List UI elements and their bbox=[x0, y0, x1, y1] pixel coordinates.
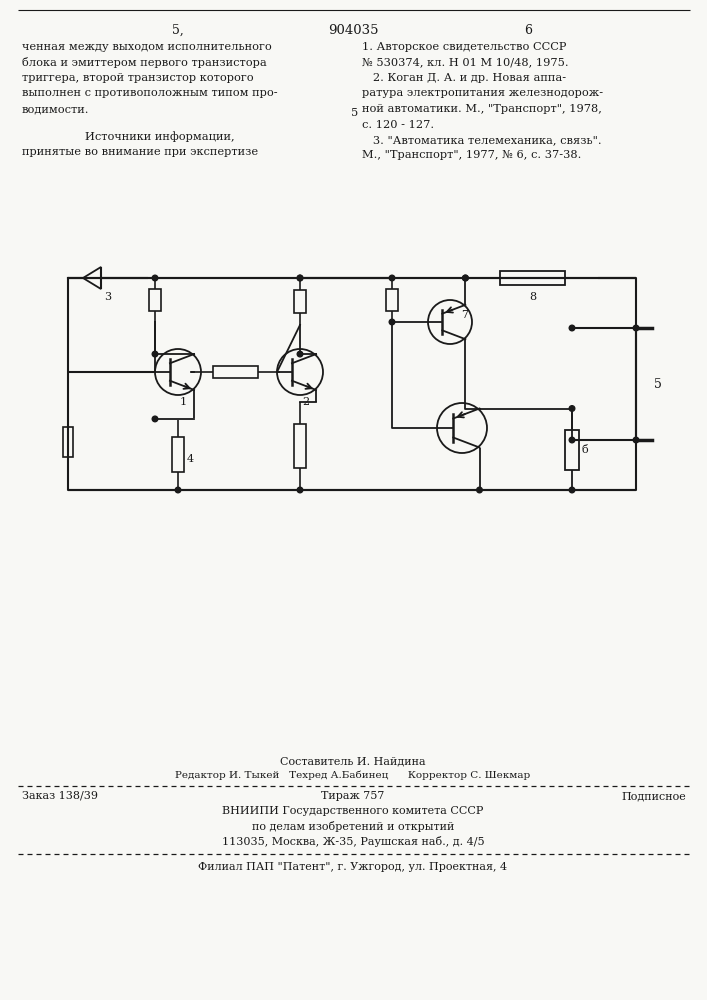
Text: Составитель И. Найдина: Составитель И. Найдина bbox=[280, 756, 426, 766]
Text: по делам изобретений и открытий: по делам изобретений и открытий bbox=[252, 821, 454, 832]
Text: ченная между выходом исполнительного: ченная между выходом исполнительного bbox=[22, 42, 271, 52]
Text: с. 120 - 127.: с. 120 - 127. bbox=[362, 119, 434, 129]
Text: 5: 5 bbox=[654, 377, 662, 390]
Text: 2: 2 bbox=[302, 397, 309, 407]
Bar bbox=[294, 290, 306, 313]
Circle shape bbox=[462, 275, 468, 281]
Text: Источники информации,: Источники информации, bbox=[85, 131, 235, 142]
Circle shape bbox=[633, 437, 639, 443]
Text: Редактор И. Тыкей   Техред А.Бабинец      Корректор С. Шекмар: Редактор И. Тыкей Техред А.Бабинец Корре… bbox=[175, 770, 531, 780]
Circle shape bbox=[297, 275, 303, 281]
Text: ратура электропитания железнодорож-: ратура электропитания железнодорож- bbox=[362, 89, 603, 99]
Text: выполнен с противоположным типом про-: выполнен с противоположным типом про- bbox=[22, 89, 278, 99]
Circle shape bbox=[152, 416, 158, 422]
Circle shape bbox=[297, 487, 303, 493]
Bar bbox=[214, 366, 258, 378]
Text: 904035: 904035 bbox=[328, 24, 378, 37]
Circle shape bbox=[152, 351, 158, 357]
Text: 3. "Автоматика телемеханика, связь".: 3. "Автоматика телемеханика, связь". bbox=[362, 135, 602, 145]
Circle shape bbox=[569, 437, 575, 443]
Text: 5: 5 bbox=[351, 108, 358, 118]
Circle shape bbox=[569, 325, 575, 331]
Bar bbox=[63, 427, 73, 457]
Bar bbox=[565, 430, 579, 470]
Circle shape bbox=[569, 406, 575, 411]
Bar bbox=[172, 437, 184, 472]
Text: 8: 8 bbox=[529, 292, 537, 302]
Text: 1: 1 bbox=[180, 397, 187, 407]
Text: Подписное: Подписное bbox=[621, 791, 686, 801]
Text: М., "Транспорт", 1977, № 6, с. 37-38.: М., "Транспорт", 1977, № 6, с. 37-38. bbox=[362, 150, 581, 160]
Text: 1. Авторское свидетельство СССР: 1. Авторское свидетельство СССР bbox=[362, 42, 566, 52]
Circle shape bbox=[633, 325, 639, 331]
Circle shape bbox=[297, 351, 303, 357]
Text: Заказ 138/39: Заказ 138/39 bbox=[22, 791, 98, 801]
Text: 4: 4 bbox=[187, 454, 194, 464]
Circle shape bbox=[152, 275, 158, 281]
Text: Тираж 757: Тираж 757 bbox=[321, 791, 385, 801]
Circle shape bbox=[175, 487, 181, 493]
Text: ВНИИПИ Государственного комитета СССР: ВНИИПИ Государственного комитета СССР bbox=[222, 806, 484, 816]
Circle shape bbox=[297, 275, 303, 281]
Text: № 530374, кл. Н 01 М 10/48, 1975.: № 530374, кл. Н 01 М 10/48, 1975. bbox=[362, 57, 568, 68]
Text: блока и эмиттером первого транзистора: блока и эмиттером первого транзистора bbox=[22, 57, 267, 68]
Circle shape bbox=[462, 275, 468, 281]
Text: 113035, Москва, Ж-35, Раушская наб., д. 4/5: 113035, Москва, Ж-35, Раушская наб., д. … bbox=[222, 836, 484, 847]
Text: 2. Коган Д. А. и др. Новая аппа-: 2. Коган Д. А. и др. Новая аппа- bbox=[362, 73, 566, 83]
Bar bbox=[149, 289, 161, 311]
Circle shape bbox=[389, 275, 395, 281]
Text: ной автоматики. М., "Транспорт", 1978,: ной автоматики. М., "Транспорт", 1978, bbox=[362, 104, 602, 114]
Circle shape bbox=[569, 487, 575, 493]
Text: принятые во внимание при экспертизе: принятые во внимание при экспертизе bbox=[22, 147, 258, 157]
Text: триггера, второй транзистор которого: триггера, второй транзистор которого bbox=[22, 73, 254, 83]
Text: водимости.: водимости. bbox=[22, 104, 90, 114]
Text: 7: 7 bbox=[461, 310, 468, 320]
Text: 3: 3 bbox=[104, 292, 111, 302]
Circle shape bbox=[389, 319, 395, 325]
Bar bbox=[294, 424, 306, 468]
Bar bbox=[386, 289, 398, 311]
Circle shape bbox=[477, 487, 482, 493]
Text: 6: 6 bbox=[524, 24, 532, 37]
Text: 5,: 5, bbox=[172, 24, 184, 37]
Bar bbox=[500, 271, 566, 285]
Text: Филиал ПАП "Патент", г. Ужгород, ул. Проектная, 4: Филиал ПАП "Патент", г. Ужгород, ул. Про… bbox=[199, 862, 508, 872]
Text: б: б bbox=[582, 445, 589, 455]
